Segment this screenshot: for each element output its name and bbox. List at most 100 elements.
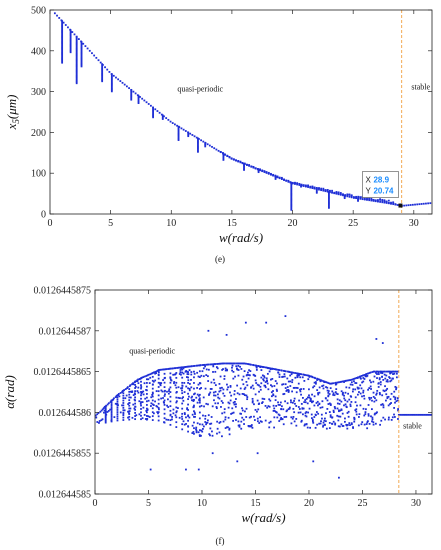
chart-e-point bbox=[171, 122, 174, 124]
chart-f-point bbox=[180, 387, 182, 390]
chart-f-point bbox=[341, 412, 344, 415]
chart-f-point bbox=[386, 387, 389, 390]
chart-f-point bbox=[137, 386, 140, 389]
chart-f-stroke-point bbox=[151, 399, 154, 402]
chart-e-point bbox=[328, 191, 331, 194]
chart-e-datatip[interactable]: X 28.9 Y 20.74 bbox=[362, 171, 403, 208]
chart-f-point bbox=[211, 405, 214, 408]
chart-e-drop-point bbox=[61, 53, 64, 56]
chart-f-stroke-point bbox=[145, 396, 148, 399]
chart-e-point bbox=[259, 168, 261, 171]
chart-e-drop-point bbox=[69, 41, 72, 44]
chart-f-point bbox=[367, 413, 370, 415]
chart-e-drop-point bbox=[110, 86, 113, 89]
chart-f-point bbox=[361, 381, 363, 384]
chart-e-point bbox=[302, 184, 305, 187]
chart-e-point bbox=[86, 47, 89, 50]
chart-f-stroke-point bbox=[175, 416, 178, 419]
chart-f-point bbox=[192, 405, 195, 408]
chart-f-point bbox=[188, 382, 191, 385]
chart-f-point bbox=[203, 363, 206, 366]
chart-f-point bbox=[329, 404, 332, 406]
chart-e-point bbox=[313, 187, 316, 190]
chart-e-drop-point bbox=[152, 116, 154, 119]
chart-f-point bbox=[321, 400, 324, 403]
chart-e-drop-point bbox=[80, 58, 83, 60]
chart-f-point bbox=[313, 385, 316, 388]
f-y-tick-label: 0.0126445865 bbox=[34, 367, 92, 378]
chart-f-point bbox=[335, 382, 338, 385]
chart-f-point bbox=[213, 394, 215, 397]
chart-f-point bbox=[316, 400, 319, 403]
chart-e-drop-point bbox=[328, 200, 330, 203]
chart-e-drop-point bbox=[328, 204, 330, 207]
chart-e-datatip-x-value: 28.9 bbox=[373, 176, 389, 185]
chart-f-point bbox=[238, 362, 241, 365]
chart-f-point bbox=[177, 366, 180, 369]
chart-f-point bbox=[135, 414, 138, 417]
chart-f-stroke-point bbox=[116, 402, 119, 405]
chart-f-stroke-point bbox=[181, 376, 184, 379]
chart-e-drop-point bbox=[243, 165, 245, 168]
chart-f-point bbox=[300, 402, 303, 405]
chart-f-point bbox=[230, 412, 233, 415]
chart-e-drop-point bbox=[80, 64, 83, 67]
chart-f-point bbox=[113, 397, 115, 400]
chart-f-point bbox=[190, 386, 193, 389]
chart-e-drop-point bbox=[61, 32, 64, 35]
chart-f-point bbox=[332, 382, 335, 385]
chart-f-point bbox=[292, 387, 295, 389]
chart-f-stroke-point bbox=[175, 391, 178, 394]
chart-f-outlier-point bbox=[375, 338, 378, 340]
chart-f-point bbox=[240, 420, 243, 423]
chart-e-drop-point bbox=[61, 58, 64, 60]
chart-f-point bbox=[376, 411, 378, 414]
chart-f-point bbox=[339, 415, 342, 418]
chart-f-point bbox=[372, 421, 375, 424]
chart-f-point bbox=[142, 376, 145, 379]
chart-f-point bbox=[258, 384, 260, 387]
chart-e-drop-point bbox=[75, 68, 78, 71]
chart-f-point bbox=[310, 413, 313, 416]
f-x-tick-label: 15 bbox=[250, 498, 260, 509]
chart-f-point bbox=[268, 398, 271, 401]
chart-f-point bbox=[311, 420, 314, 423]
chart-f-stroke-point bbox=[134, 399, 137, 402]
chart-f-point bbox=[347, 410, 350, 413]
chart-f-point bbox=[299, 390, 302, 393]
chart-e-datatip-y-label: Y bbox=[365, 187, 371, 196]
chart-f-point bbox=[208, 393, 211, 395]
chart-f-stroke-point bbox=[116, 396, 119, 399]
chart-f-point bbox=[340, 390, 343, 393]
chart-e-drop-point bbox=[137, 100, 140, 103]
chart-f-point bbox=[383, 370, 386, 373]
chart-e-datatip-marker bbox=[398, 203, 403, 208]
chart-f-point bbox=[192, 400, 195, 402]
chart-e-point bbox=[377, 200, 379, 203]
chart-f-point bbox=[366, 421, 369, 424]
chart-f-point bbox=[366, 427, 369, 430]
chart-f-point bbox=[350, 381, 353, 384]
chart-f-stroke-point bbox=[187, 430, 189, 433]
chart-f-stroke-point bbox=[193, 427, 195, 430]
chart-f-point bbox=[326, 381, 329, 384]
chart-f-point bbox=[348, 398, 351, 401]
chart-e-drop-point bbox=[75, 44, 78, 47]
chart-f-point bbox=[101, 418, 104, 421]
chart-e-drop-point bbox=[80, 60, 83, 63]
chart-e-point bbox=[333, 191, 336, 194]
chart-f-point bbox=[372, 391, 375, 394]
chart-e-point bbox=[390, 201, 392, 204]
chart-f-point bbox=[95, 416, 98, 419]
chart-f-point bbox=[318, 403, 321, 406]
chart-f-stroke-point bbox=[163, 368, 166, 371]
chart-f-point bbox=[277, 403, 280, 406]
chart-e-point bbox=[366, 198, 368, 201]
chart-e-drop-point bbox=[69, 47, 72, 50]
chart-f-point bbox=[179, 397, 181, 400]
chart-f-point bbox=[233, 390, 236, 392]
chart-f-point bbox=[256, 417, 259, 420]
chart-f-point bbox=[365, 423, 368, 425]
chart-f-point bbox=[261, 374, 264, 377]
chart-e-point bbox=[206, 143, 209, 146]
